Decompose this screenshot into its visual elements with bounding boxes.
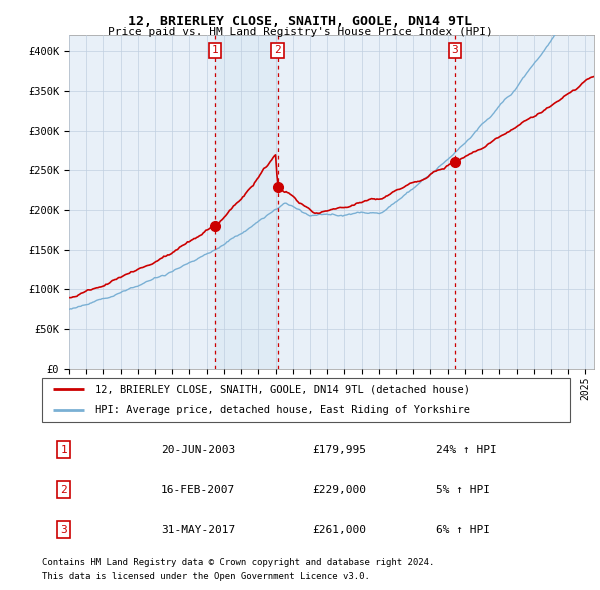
Text: £261,000: £261,000 [312, 525, 366, 535]
Text: 24% ↑ HPI: 24% ↑ HPI [436, 445, 497, 454]
Text: 1: 1 [60, 445, 67, 454]
Text: 31-MAY-2017: 31-MAY-2017 [161, 525, 235, 535]
Text: 16-FEB-2007: 16-FEB-2007 [161, 485, 235, 494]
Text: 5% ↑ HPI: 5% ↑ HPI [436, 485, 490, 494]
Text: HPI: Average price, detached house, East Riding of Yorkshire: HPI: Average price, detached house, East… [95, 405, 470, 415]
Text: 2: 2 [274, 45, 281, 55]
Text: 20-JUN-2003: 20-JUN-2003 [161, 445, 235, 454]
Text: 3: 3 [451, 45, 458, 55]
Text: 3: 3 [60, 525, 67, 535]
Text: Contains HM Land Registry data © Crown copyright and database right 2024.: Contains HM Land Registry data © Crown c… [42, 558, 434, 566]
Text: 1: 1 [211, 45, 218, 55]
Bar [215, 35, 278, 369]
Text: £229,000: £229,000 [312, 485, 366, 494]
Text: Price paid vs. HM Land Registry's House Price Index (HPI): Price paid vs. HM Land Registry's House … [107, 27, 493, 37]
Text: 12, BRIERLEY CLOSE, SNAITH, GOOLE, DN14 9TL (detached house): 12, BRIERLEY CLOSE, SNAITH, GOOLE, DN14 … [95, 384, 470, 394]
Text: 6% ↑ HPI: 6% ↑ HPI [436, 525, 490, 535]
FancyBboxPatch shape [42, 378, 570, 422]
Text: £179,995: £179,995 [312, 445, 366, 454]
Text: This data is licensed under the Open Government Licence v3.0.: This data is licensed under the Open Gov… [42, 572, 370, 581]
Text: 2: 2 [60, 485, 67, 494]
Text: 12, BRIERLEY CLOSE, SNAITH, GOOLE, DN14 9TL: 12, BRIERLEY CLOSE, SNAITH, GOOLE, DN14 … [128, 15, 472, 28]
